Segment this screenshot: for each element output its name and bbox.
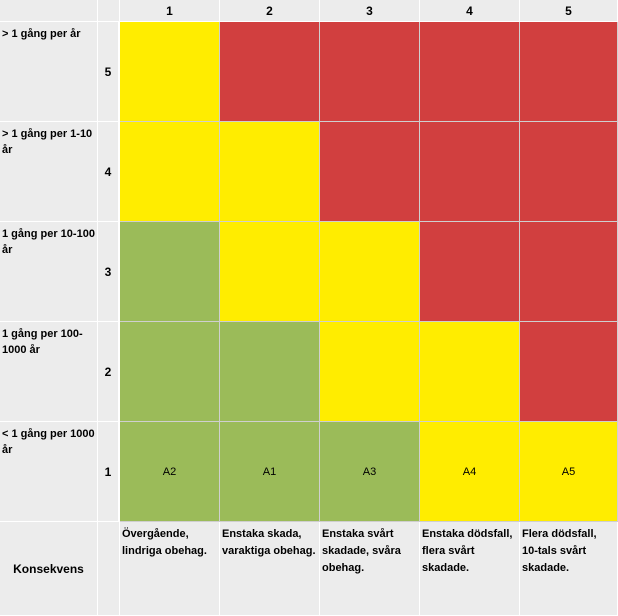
row-number: 4 — [98, 122, 120, 222]
risk-cell — [220, 322, 320, 422]
risk-cell — [320, 322, 420, 422]
risk-cell — [320, 122, 420, 222]
risk-cell — [520, 122, 618, 222]
consequence-spacer — [98, 522, 120, 616]
risk-cell — [420, 322, 520, 422]
risk-cell — [220, 22, 320, 122]
risk-cell — [120, 222, 220, 322]
risk-cell — [320, 22, 420, 122]
row-label: > 1 gång per 1-10 år — [0, 122, 98, 222]
risk-cell — [320, 222, 420, 322]
risk-cell — [520, 322, 618, 422]
risk-cell: A1 — [220, 422, 320, 522]
row-label: < 1 gång per 1000 år — [0, 422, 98, 522]
risk-cell — [220, 222, 320, 322]
column-header-5: 5 — [520, 0, 618, 22]
column-header-2: 2 — [220, 0, 320, 22]
consequence-description: Övergående, lindriga obehag. — [120, 522, 220, 616]
corner-cell-num — [98, 0, 120, 22]
risk-cell: A2 — [120, 422, 220, 522]
consequence-title: Konsekvens — [0, 522, 98, 616]
risk-cell — [220, 122, 320, 222]
row-label: 1 gång per 10-100 år — [0, 222, 98, 322]
risk-cell — [520, 222, 618, 322]
corner-cell — [0, 0, 98, 22]
column-header-1: 1 — [120, 0, 220, 22]
risk-cell — [420, 222, 520, 322]
risk-cell: A4 — [420, 422, 520, 522]
risk-cell: A5 — [520, 422, 618, 522]
row-number: 1 — [98, 422, 120, 522]
risk-cell — [120, 122, 220, 222]
consequence-description: Enstaka svårt skadade, svåra obehag. — [320, 522, 420, 616]
column-header-4: 4 — [420, 0, 520, 22]
row-label: > 1 gång per år — [0, 22, 98, 122]
row-number: 3 — [98, 222, 120, 322]
row-number: 2 — [98, 322, 120, 422]
row-number: 5 — [98, 22, 120, 122]
risk-cell — [420, 22, 520, 122]
column-header-3: 3 — [320, 0, 420, 22]
risk-cell: A3 — [320, 422, 420, 522]
consequence-description: Enstaka dödsfall, flera svårt skadade. — [420, 522, 520, 616]
risk-cell — [520, 22, 618, 122]
row-label: 1 gång per 100-1000 år — [0, 322, 98, 422]
consequence-description: Flera dödsfall, 10-tals svårt skadade. — [520, 522, 618, 616]
consequence-description: Enstaka skada, varaktiga obehag. — [220, 522, 320, 616]
risk-cell — [120, 322, 220, 422]
risk-cell — [120, 22, 220, 122]
risk-cell — [420, 122, 520, 222]
